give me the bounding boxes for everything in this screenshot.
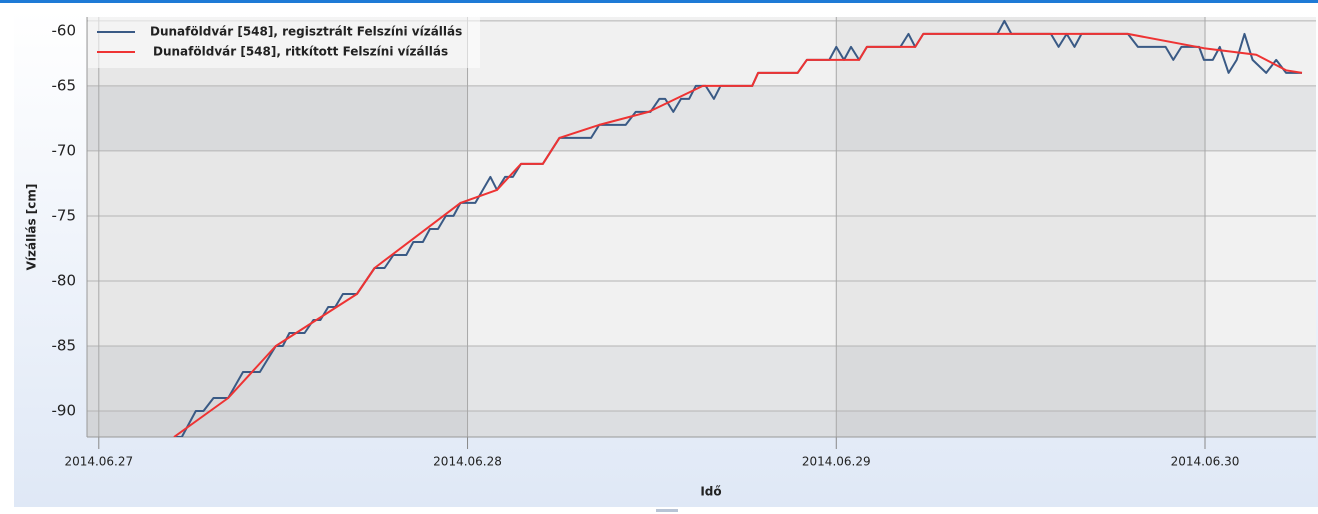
legend-box (88, 17, 480, 68)
series (173, 19, 1303, 437)
y-tick-label: -75 (52, 206, 77, 224)
row-band (87, 345, 1316, 411)
y-axis-label: Vízállás [cm] (25, 184, 39, 271)
y-tick-label: -85 (52, 336, 77, 354)
series-line (174, 19, 1302, 437)
grid: -90 -85 -80 -75 -70 -65 -60 2014.06.27 2014.06.2… (52, 17, 1316, 469)
legend-label: Dunaföldvár [548], ritkított Felszíni ví… (153, 45, 448, 59)
y-tick-label: -65 (52, 76, 77, 94)
resize-grip[interactable] (656, 509, 678, 512)
y-tick-label: -60 (52, 22, 77, 40)
x-tick-label: 2014.06.30 (1171, 455, 1240, 469)
row-band (87, 85, 1316, 151)
x-tick-label: 2014.06.29 (802, 455, 871, 469)
x-tick-label: 2014.06.28 (433, 455, 502, 469)
column-band (87, 17, 99, 437)
x-tick-label: 2014.06.27 (64, 455, 133, 469)
top-border (0, 0, 1318, 3)
y-tick-label: -80 (52, 271, 77, 289)
series-line (173, 32, 1303, 437)
plot-background (87, 17, 1316, 437)
y-tick-label: -70 (52, 141, 77, 159)
legend: Dunaföldvár [548], regisztrált Felszíni … (88, 17, 480, 68)
x-axis-label: Idő (700, 485, 721, 499)
legend-label: Dunaföldvár [548], regisztrált Felszíni … (150, 25, 462, 39)
y-tick-label: -90 (52, 401, 77, 419)
column-band (98, 17, 468, 437)
column-band (836, 17, 1206, 437)
row-band (87, 410, 1316, 437)
